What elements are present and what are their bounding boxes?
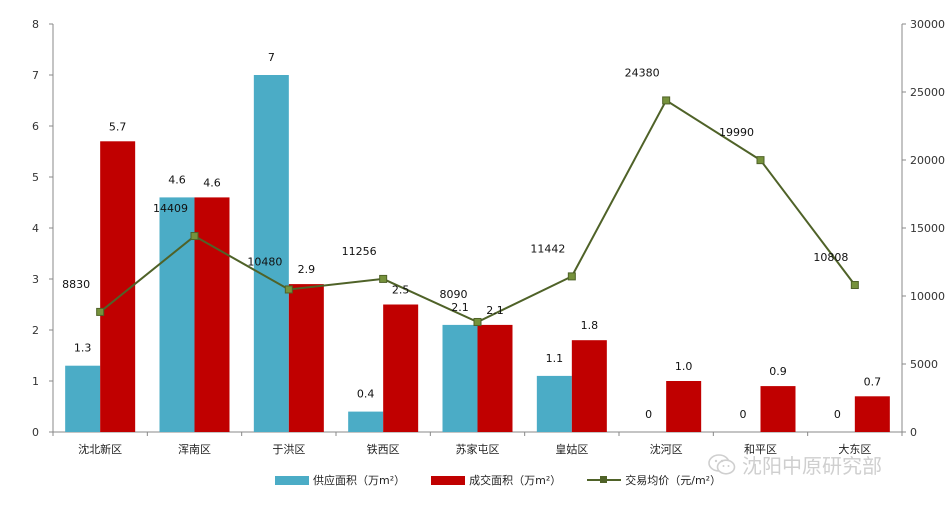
data-label-supply: 1.3 xyxy=(74,342,92,355)
data-label-deal: 5.7 xyxy=(109,120,127,133)
x-tick-label: 沈北新区 xyxy=(78,442,122,456)
legend-swatch-deal xyxy=(431,475,466,485)
bar-deal xyxy=(477,324,513,432)
y-right-tick-label: 5000 xyxy=(910,358,938,371)
data-label-supply: 7 xyxy=(268,51,275,64)
data-label-price: 8830 xyxy=(62,278,90,291)
x-tick-label: 大东区 xyxy=(838,442,871,456)
y-right-tick-label: 25000 xyxy=(910,86,945,99)
y-left-tick-label: 0 xyxy=(32,426,39,439)
bar-deal xyxy=(760,386,796,432)
data-label-deal: 2.9 xyxy=(298,263,316,276)
wechat-icon xyxy=(708,453,736,475)
data-label-deal: 0.7 xyxy=(864,375,882,388)
data-label-price: 14409 xyxy=(153,202,188,215)
watermark: 沈阳中原研究部 xyxy=(708,450,882,479)
y-left-tick-label: 7 xyxy=(32,69,39,82)
data-label-supply: 2.1 xyxy=(451,301,469,314)
bar-supply xyxy=(442,324,478,432)
data-label-deal: 4.6 xyxy=(203,176,221,189)
bar-deal xyxy=(100,141,136,433)
x-tick-label: 皇姑区 xyxy=(555,442,588,456)
data-label-deal: 2.5 xyxy=(392,284,410,297)
data-label-price: 19990 xyxy=(719,126,754,139)
data-labels: 1.3 5.7 4.6 4.6 7 2.9 0.4 2.5 2.1 2.1 1.1 1.8 0 1.0 0 0… xyxy=(62,51,881,421)
bar-supply xyxy=(253,75,289,432)
price-point xyxy=(473,317,482,326)
legend-label-supply: 供应面积（万m²） xyxy=(313,474,406,487)
bar-deal xyxy=(571,340,607,432)
legend-item-deal: 成交面积（万m²） xyxy=(431,472,561,488)
data-label-price: 8090 xyxy=(440,288,468,301)
y-right-tick-label: 15000 xyxy=(910,222,945,235)
bar-deal xyxy=(194,197,230,432)
data-label-price: 24380 xyxy=(625,66,660,79)
data-label-deal: 2.1 xyxy=(486,304,504,317)
price-point xyxy=(850,281,859,290)
y-right-tick-label: 20000 xyxy=(910,154,945,167)
y-left-tick-label: 2 xyxy=(32,324,39,337)
bar-deal xyxy=(288,284,324,432)
y-left-tick-label: 8 xyxy=(32,18,39,31)
price-point xyxy=(379,274,388,283)
data-label-supply: 0 xyxy=(834,408,841,421)
x-tick-label: 铁西区 xyxy=(367,443,400,456)
bar-supply xyxy=(536,375,572,432)
price-point xyxy=(190,232,199,241)
price-point xyxy=(96,307,105,316)
price-line xyxy=(96,96,859,326)
y-left-tick-label: 4 xyxy=(32,222,39,235)
bars xyxy=(65,75,890,433)
data-label-supply: 1.1 xyxy=(546,352,564,365)
y-left-tick-label: 3 xyxy=(32,273,39,286)
price-point xyxy=(756,156,765,165)
data-label-price: 10480 xyxy=(247,255,282,268)
watermark-text: 沈阳中原研究部 xyxy=(742,454,882,478)
data-label-supply: 0 xyxy=(740,408,747,421)
x-tick-label: 于洪区 xyxy=(272,442,305,456)
bar-deal xyxy=(854,396,890,432)
legend-item-price: 交易均价（元/m²） xyxy=(587,472,721,488)
y-right-tick-label: 10000 xyxy=(910,290,945,303)
data-label-deal: 0.9 xyxy=(769,365,787,378)
data-label-deal: 1.0 xyxy=(675,360,693,373)
data-label-deal: 1.8 xyxy=(581,319,599,332)
x-tick-label: 苏家屯区 xyxy=(456,442,500,456)
data-label-price: 11256 xyxy=(342,245,377,258)
data-label-price: 11442 xyxy=(530,242,565,255)
legend-swatch-price xyxy=(587,476,622,483)
x-tick-label: 浑南区 xyxy=(178,443,211,456)
bar-supply xyxy=(159,197,195,432)
bar-supply xyxy=(348,411,384,432)
data-label-supply: 0.4 xyxy=(357,388,375,401)
x-tick-label: 和平区 xyxy=(744,443,777,456)
x-tick-label: 沈河区 xyxy=(650,442,683,456)
data-label-supply: 4.6 xyxy=(168,173,186,186)
data-label-supply: 0 xyxy=(645,408,652,421)
legend: 供应面积（万m²） 成交面积（万m²） 交易均价（元/m²） xyxy=(275,472,721,488)
price-point xyxy=(284,285,293,294)
y-left-tick-label: 1 xyxy=(32,375,39,388)
data-label-price: 10808 xyxy=(813,251,848,264)
bar-deal xyxy=(383,304,419,432)
y-right-tick-label: 0 xyxy=(910,426,917,439)
bar-supply xyxy=(65,365,101,432)
price-point xyxy=(662,96,671,105)
legend-item-supply: 供应面积（万m²） xyxy=(275,472,405,488)
price-point xyxy=(567,272,576,281)
y-left-tick-label: 5 xyxy=(32,171,39,184)
legend-label-price: 交易均价（元/m²） xyxy=(625,474,722,487)
y-left-tick-label: 6 xyxy=(32,120,39,133)
legend-swatch-supply xyxy=(275,475,309,485)
bar-deal xyxy=(666,381,702,432)
legend-label-deal: 成交面积（万m²） xyxy=(469,474,562,487)
y-right-tick-label: 30000 xyxy=(910,18,945,31)
